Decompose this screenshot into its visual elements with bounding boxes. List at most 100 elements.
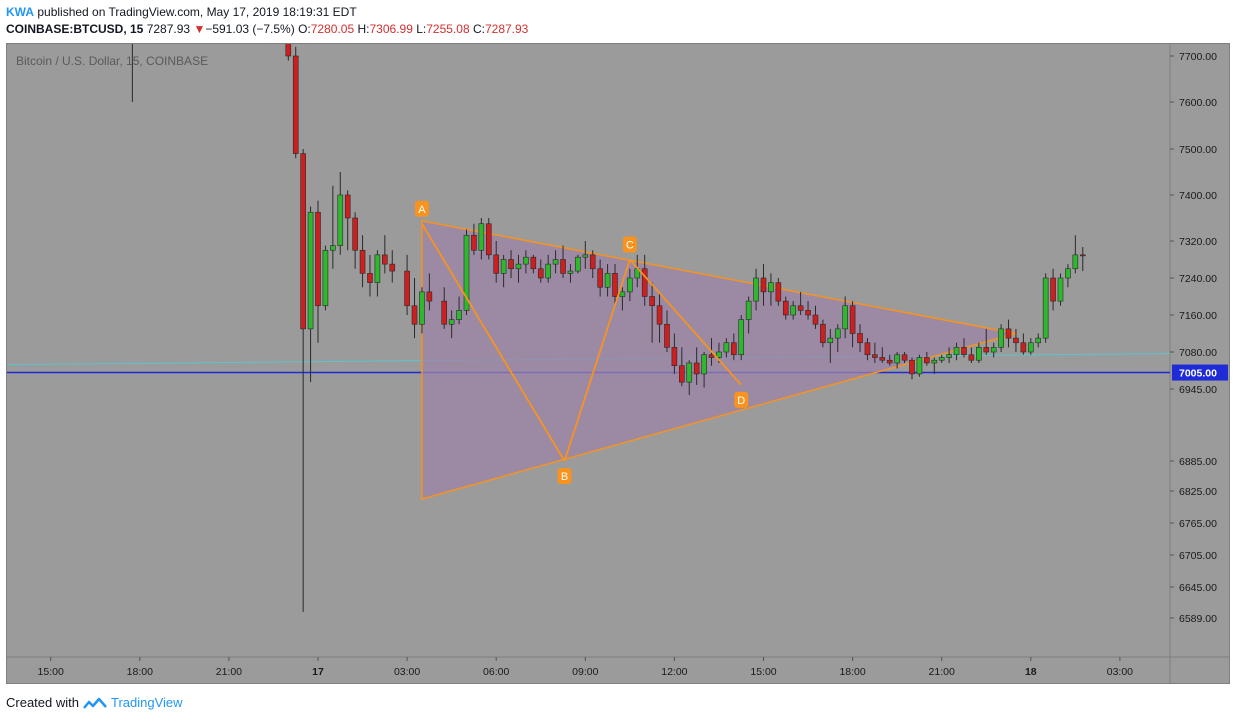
- tradingview-brand[interactable]: TradingView: [110, 695, 183, 710]
- candle: [656, 305, 663, 325]
- candle: [1065, 268, 1071, 279]
- candle: [627, 277, 633, 293]
- candle: [344, 194, 351, 219]
- candle: [567, 270, 574, 274]
- candle: [1072, 254, 1079, 270]
- candle: [1005, 328, 1012, 339]
- candle: [886, 359, 893, 364]
- candle: [760, 277, 767, 293]
- candle: [924, 357, 930, 364]
- candle: [537, 268, 544, 279]
- candle: [671, 347, 678, 367]
- candle: [285, 44, 292, 57]
- candle: [827, 337, 834, 344]
- tradingview-logo-icon: [83, 697, 107, 709]
- candle: [879, 357, 886, 361]
- candle: [604, 273, 611, 288]
- candle: [961, 347, 967, 356]
- candle: [864, 342, 871, 356]
- candle: [693, 362, 700, 375]
- candle: [463, 234, 470, 311]
- candle: [649, 296, 655, 307]
- published-text: published on TradingView.com, May 17, 20…: [37, 5, 357, 19]
- author-name[interactable]: KWA: [6, 5, 34, 19]
- high-label: H:: [357, 22, 370, 36]
- time-tick-label: 09:00: [572, 666, 598, 678]
- candle: [330, 245, 336, 251]
- pattern-point-label: B: [561, 471, 568, 483]
- candle: [337, 194, 344, 246]
- low-value: 7255.08: [426, 22, 470, 36]
- candle: [471, 234, 477, 251]
- candle: [753, 277, 759, 302]
- candle: [523, 256, 529, 265]
- candle: [359, 249, 366, 274]
- candle: [545, 263, 551, 279]
- abcd-leg[interactable]: [421, 223, 566, 462]
- footer: Created with TradingView: [6, 695, 183, 710]
- candle: [968, 354, 975, 361]
- pattern-point-marker[interactable]: [734, 391, 749, 408]
- candle: [1042, 277, 1049, 339]
- price-chart[interactable]: ABCD7800.007700.007600.007500.007400.007…: [7, 44, 1229, 683]
- candle: [745, 300, 752, 320]
- pattern-point-label: C: [626, 240, 634, 252]
- time-tick-label: 12:00: [661, 666, 687, 678]
- candle: [775, 282, 782, 302]
- price-tick-label: 7160.00: [1179, 310, 1217, 322]
- candle: [916, 357, 923, 375]
- chart-title: Bitcoin / U.S. Dollar, 15, COINBASE: [16, 54, 208, 68]
- created-with-text: Created with: [6, 695, 79, 710]
- candle: [1057, 277, 1064, 302]
- candle: [352, 217, 358, 251]
- time-tick-label: 21:00: [929, 666, 955, 678]
- time-tick-label: 18: [1025, 666, 1037, 678]
- time-tick-label: 03:00: [1107, 666, 1133, 678]
- candle: [508, 259, 514, 270]
- open-value: 7280.05: [310, 22, 355, 36]
- candle: [1035, 337, 1042, 344]
- candle: [419, 291, 425, 325]
- pattern-point-label: A: [418, 204, 426, 216]
- candle: [842, 305, 848, 330]
- price-tick-label: 6589.00: [1179, 613, 1217, 625]
- candle: [315, 211, 321, 307]
- candle: [382, 254, 388, 265]
- abcd-leg[interactable]: [629, 258, 742, 386]
- low-label: L:: [416, 22, 427, 36]
- chart-pane[interactable]: ABCD7800.007700.007600.007500.007400.007…: [6, 43, 1230, 684]
- pattern-point-marker[interactable]: [557, 468, 572, 484]
- candle: [1027, 342, 1034, 353]
- candle: [426, 291, 433, 302]
- time-tick-label: 15:00: [38, 666, 64, 678]
- candle: [708, 354, 715, 358]
- candle: [456, 310, 462, 320]
- abcd-leg[interactable]: [563, 259, 631, 462]
- close-label: C:: [472, 22, 485, 36]
- support-price-tag[interactable]: [1172, 364, 1228, 381]
- pattern-point-marker[interactable]: [622, 236, 637, 253]
- price-tick-label: 7600.00: [1179, 97, 1217, 109]
- candle: [478, 223, 485, 251]
- price-axis[interactable]: [1171, 44, 1229, 683]
- candle: [679, 365, 685, 383]
- candle: [797, 305, 804, 311]
- price-tick-label: 7080.00: [1179, 347, 1217, 359]
- candle: [292, 55, 299, 154]
- candle: [367, 273, 373, 283]
- candle: [493, 254, 500, 274]
- pattern-point-marker[interactable]: [414, 200, 429, 217]
- candle: [389, 263, 396, 272]
- candle: [909, 359, 915, 375]
- candle: [582, 254, 589, 258]
- candle: [998, 328, 1004, 348]
- time-tick-label: 15:00: [750, 666, 776, 678]
- candle: [805, 310, 811, 316]
- candle: [931, 359, 938, 364]
- candle: [1079, 254, 1086, 257]
- candle: [441, 300, 448, 325]
- candle: [448, 319, 455, 325]
- price-tick-label: 6765.00: [1179, 518, 1217, 530]
- candle: [872, 354, 878, 358]
- time-tick-label: 03:00: [394, 666, 420, 678]
